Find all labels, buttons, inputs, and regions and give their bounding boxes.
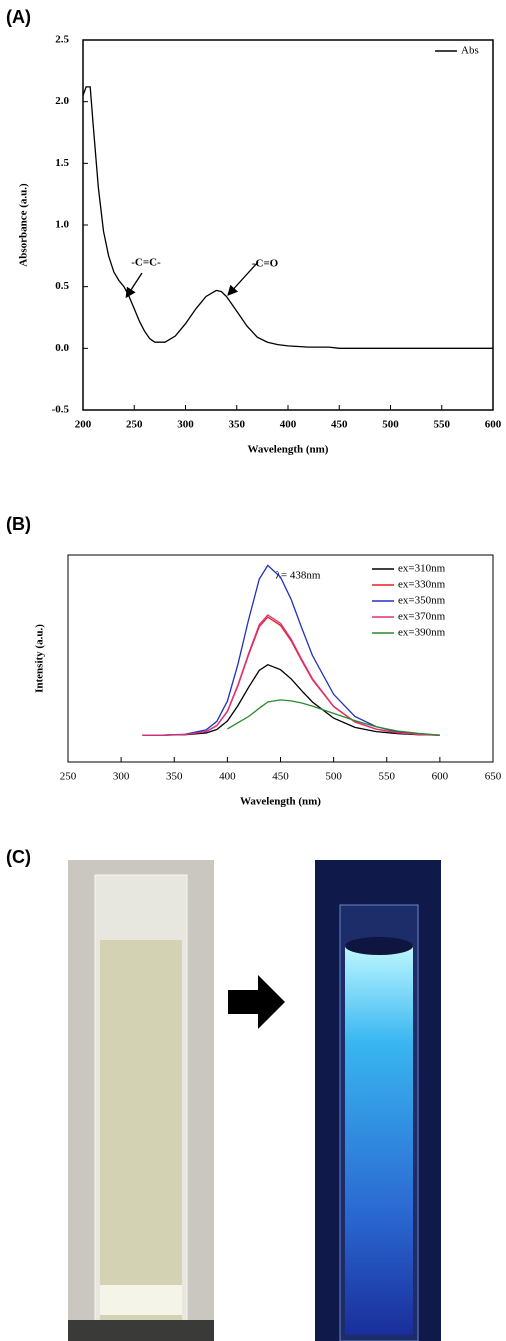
y-axis-label: Absorbance (a.u.) <box>18 183 30 267</box>
legend-label: ex=350nm <box>398 595 446 607</box>
y-tick-label: 0.0 <box>55 342 69 354</box>
x-tick-label: 350 <box>229 419 246 431</box>
x-tick-label: 300 <box>177 419 194 431</box>
x-tick-label: 500 <box>382 419 399 431</box>
panel-label: (C) <box>6 847 31 867</box>
annotation: -C=O <box>252 258 279 270</box>
y-tick-label: 1.5 <box>55 157 69 169</box>
x-tick-label: 400 <box>280 419 297 431</box>
data-line <box>142 616 440 736</box>
data-line <box>142 614 440 736</box>
y-axis-label: Intensity (a.u.) <box>34 624 46 693</box>
y-tick-label: -0.5 <box>52 404 70 416</box>
legend-label: ex=310nm <box>398 563 446 575</box>
arrow <box>227 261 259 296</box>
x-tick-label: 300 <box>113 771 130 783</box>
annotation: -C=C- <box>131 257 161 269</box>
x-tick-label: 600 <box>485 419 502 431</box>
x-tick-label: 400 <box>219 771 236 783</box>
x-tick-label: 550 <box>379 771 396 783</box>
x-axis-label: Wavelength (nm) <box>248 444 329 456</box>
x-tick-label: 200 <box>75 419 92 431</box>
legend-label: Abs <box>461 45 479 57</box>
data-line <box>142 663 440 736</box>
arrow <box>228 975 285 1029</box>
legend-label: ex=370nm <box>398 611 446 623</box>
x-tick-label: 550 <box>434 419 451 431</box>
photo-before <box>68 860 214 1341</box>
x-tick-label: 250 <box>60 771 77 783</box>
arrow <box>125 272 143 299</box>
x-tick-label: 350 <box>166 771 183 783</box>
photo-after <box>315 860 441 1341</box>
data-line <box>227 699 440 736</box>
plot-frame <box>82 39 494 411</box>
x-axis-label: Wavelength (nm) <box>240 796 321 808</box>
y-tick-label: 2.5 <box>55 34 69 46</box>
y-tick-label: 0.5 <box>55 280 69 292</box>
legend-label: ex=390nm <box>398 627 446 639</box>
data-line <box>82 86 493 349</box>
data-line <box>142 564 440 736</box>
x-tick-label: 450 <box>272 771 289 783</box>
y-tick-label: 2.0 <box>55 95 69 107</box>
x-tick-label: 500 <box>325 771 342 783</box>
x-tick-label: 600 <box>432 771 449 783</box>
panel-label: (A) <box>6 7 31 27</box>
legend-label: ex=330nm <box>398 579 446 591</box>
x-tick-label: 250 <box>126 419 143 431</box>
x-tick-label: 650 <box>485 771 502 783</box>
y-tick-label: 1.0 <box>55 219 69 231</box>
annotation: λ= 438nm <box>276 570 321 582</box>
x-tick-label: 450 <box>331 419 348 431</box>
panel-label: (B) <box>6 514 31 534</box>
